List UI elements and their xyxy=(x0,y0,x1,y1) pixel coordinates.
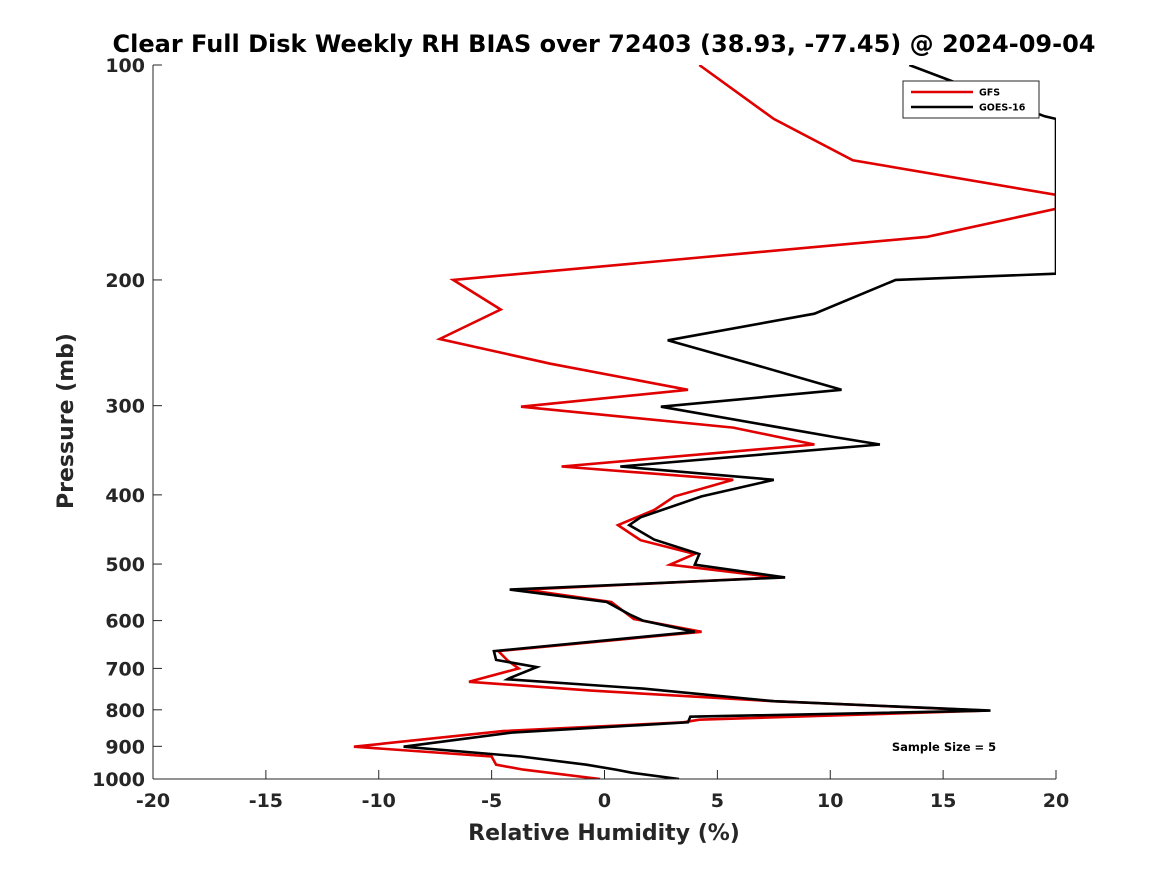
y-tick-label: 700 xyxy=(105,658,145,680)
x-tick-label: 15 xyxy=(930,790,956,812)
y-tick-label: 800 xyxy=(105,700,145,722)
series-layer xyxy=(353,65,1056,779)
y-tick-label: 100 xyxy=(105,55,145,77)
series-line-goes-16 xyxy=(403,65,1056,779)
legend-label-goes-16: GOES-16 xyxy=(979,103,1026,114)
x-tick-label: 10 xyxy=(817,790,843,812)
y-tick-label: 500 xyxy=(105,554,145,576)
x-tick-label: 5 xyxy=(711,790,724,812)
x-tick-label: 0 xyxy=(598,790,611,812)
chart-title: Clear Full Disk Weekly RH BIAS over 7240… xyxy=(113,30,1096,58)
y-tick-label: 600 xyxy=(105,611,145,633)
series-line-gfs xyxy=(353,65,1056,779)
legend-box xyxy=(902,80,1040,119)
legend-label-gfs: GFS xyxy=(979,88,1000,99)
y-tick-label: 1000 xyxy=(92,769,145,791)
y-tick-label: 900 xyxy=(105,736,145,758)
x-tick-label: -5 xyxy=(481,790,502,812)
x-tick-label: -10 xyxy=(362,790,396,812)
y-tick-label: 300 xyxy=(105,396,145,418)
sample-size-annotation: Sample Size = 5 xyxy=(892,740,996,754)
legend: GFS GOES-16 xyxy=(902,80,1040,119)
x-tick-label: 20 xyxy=(1043,790,1069,812)
x-axis-label: Relative Humidity (%) xyxy=(468,821,740,846)
y-axis-label: Pressure (mb) xyxy=(54,333,79,509)
plot-area xyxy=(153,65,1056,779)
ticks-layer: -20 -15 -10 -5 0 5 10 15 20 100 200 300 400 500 600 700… xyxy=(92,55,1069,812)
x-tick-label: -15 xyxy=(249,790,283,812)
x-tick-label: -20 xyxy=(136,790,170,812)
y-tick-label: 400 xyxy=(105,485,145,507)
y-tick-label: 200 xyxy=(105,270,145,292)
